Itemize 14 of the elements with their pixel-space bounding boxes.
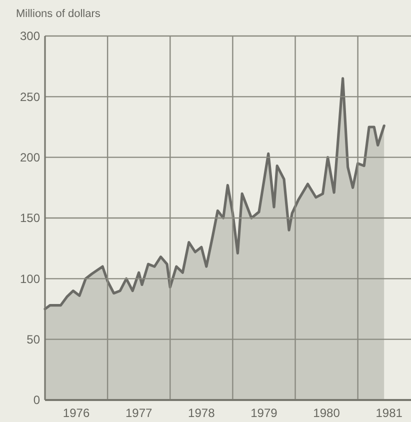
x-tick-label: 1979 bbox=[250, 406, 278, 420]
x-tick-label: 1980 bbox=[313, 406, 340, 420]
y-tick-label: 150 bbox=[20, 211, 40, 226]
x-tick-label: 1976 bbox=[62, 406, 90, 420]
y-tick-label: 200 bbox=[20, 150, 40, 165]
y-tick-label: 0 bbox=[33, 393, 40, 408]
x-tick-label: 1977 bbox=[125, 406, 153, 420]
y-tick-label: 100 bbox=[20, 272, 40, 286]
y-tick-label: 250 bbox=[20, 90, 40, 104]
x-tick-label: 1978 bbox=[188, 406, 216, 420]
y-tick-label: 50 bbox=[26, 332, 40, 347]
y-tick-label: 300 bbox=[20, 29, 40, 44]
x-tick-label: 1981 bbox=[376, 406, 403, 420]
y-axis-title: Millions of dollars bbox=[16, 8, 101, 20]
